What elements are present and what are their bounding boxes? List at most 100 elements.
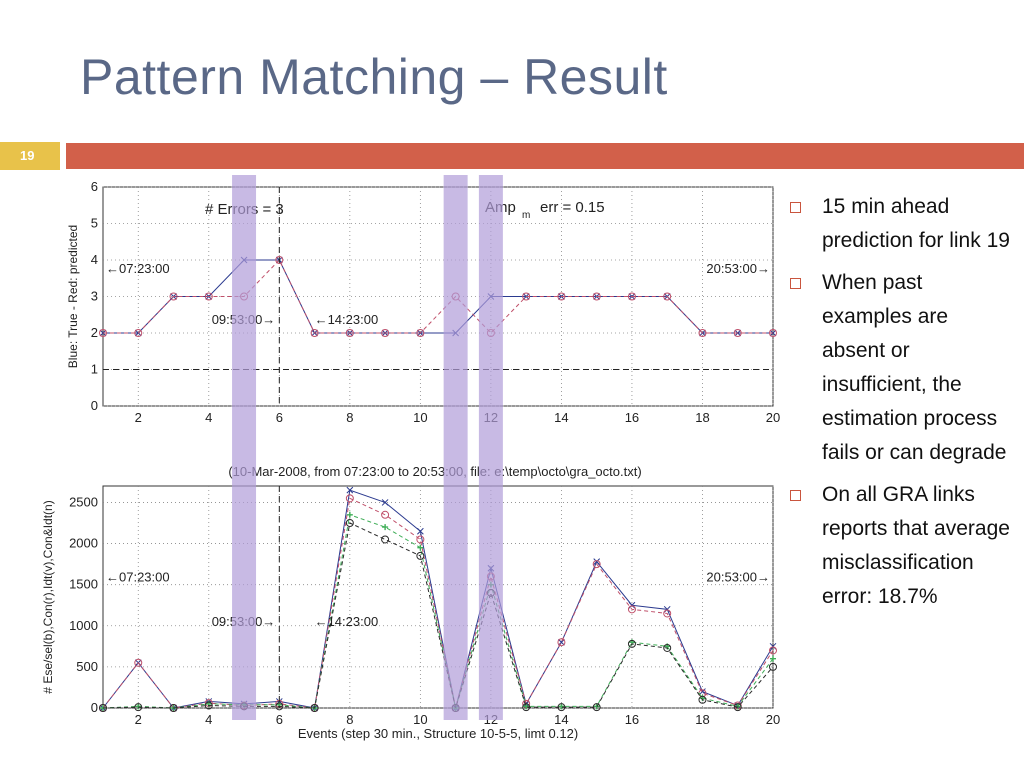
data-point — [592, 292, 601, 301]
data-point — [381, 499, 389, 506]
y-tick-label: 2000 — [69, 536, 98, 551]
data-point — [663, 609, 672, 618]
x-tick-label: 6 — [276, 410, 283, 425]
data-point — [733, 703, 742, 712]
data-point — [557, 638, 566, 647]
data-point — [663, 292, 672, 301]
data-point — [416, 329, 425, 337]
annotation-end-time: 20:53:00→ — [706, 569, 770, 584]
data-point — [275, 256, 284, 264]
matlab-figure: 24681012141618200123456Blue: True - Red:… — [41, 175, 780, 741]
annotation-start-time: ←07:23:00 — [106, 569, 170, 584]
data-point — [382, 524, 389, 531]
data-point — [134, 658, 143, 667]
data-point — [346, 486, 354, 494]
y-tick-label: 1000 — [69, 618, 98, 633]
series-line — [102, 489, 774, 709]
data-point — [345, 519, 354, 527]
data-point — [698, 329, 707, 337]
annotation-time: ←14:23:00 — [315, 312, 379, 327]
data-point — [135, 703, 142, 710]
x-tick-label: 18 — [695, 712, 709, 727]
highlight-band — [232, 175, 257, 720]
data-point — [522, 703, 531, 712]
bullet-box-icon — [790, 278, 801, 289]
x-tick-label: 4 — [205, 712, 212, 727]
bullet-text: When past examples are absent or insuffi… — [822, 271, 1007, 464]
accent-bar — [66, 143, 1024, 169]
data-point — [169, 704, 178, 712]
annotation-end-time: 20:53:00→ — [706, 261, 770, 276]
data-point — [134, 329, 143, 337]
data-point — [99, 704, 107, 712]
data-point — [770, 655, 776, 662]
y-tick-label: 0 — [91, 398, 98, 413]
data-point — [310, 329, 319, 337]
bullet-item: When past examples are absent or insuffi… — [790, 266, 1015, 470]
data-point — [627, 605, 636, 614]
series-line — [102, 497, 774, 709]
y-tick-label: 5 — [91, 216, 98, 231]
data-point — [769, 642, 777, 650]
x-tick-label: 10 — [413, 410, 427, 425]
bullet-item: 15 min ahead prediction for link 19 — [790, 190, 1015, 258]
annotation-time: ←14:23:00 — [315, 614, 379, 629]
data-point — [592, 703, 601, 712]
data-point — [769, 646, 777, 655]
x-axis-label: Events (step 30 min., Structure 10-5-5, … — [298, 726, 578, 741]
y-axis-label: # Ese/sel(b),Con(r),Idt(v),Con&Idt(n) — [41, 500, 55, 693]
bullet-text: 15 min ahead prediction for link 19 — [822, 195, 1010, 252]
data-point — [275, 702, 284, 711]
data-point — [381, 329, 390, 337]
data-point — [663, 605, 671, 613]
data-point — [769, 662, 777, 671]
data-point — [628, 601, 636, 609]
data-point — [769, 329, 777, 337]
annotation-err: err = 0.15 — [540, 199, 605, 216]
y-axis-label: Blue: True - Red: predicted — [66, 225, 80, 368]
x-tick-label: 6 — [276, 712, 283, 727]
highlight-bands — [232, 175, 503, 720]
data-point — [557, 292, 566, 301]
x-tick-label: 8 — [346, 712, 353, 727]
data-point — [169, 292, 178, 301]
x-tick-label: 2 — [135, 410, 142, 425]
data-point — [733, 329, 742, 337]
series-line — [102, 522, 774, 710]
data-point — [592, 560, 601, 569]
x-tick-label: 20 — [766, 712, 780, 727]
data-point — [523, 703, 530, 710]
bottom-chart: 246810121416182005001000150020002500# Es… — [41, 485, 780, 741]
x-tick-label: 14 — [554, 712, 568, 727]
x-tick-label: 16 — [625, 712, 639, 727]
bullet-box-icon — [790, 490, 801, 501]
annotation-start-time: ←07:23:00 — [106, 261, 170, 276]
y-tick-label: 2500 — [69, 494, 98, 509]
data-point — [417, 527, 424, 535]
bullet-list: 15 min ahead prediction for link 19 When… — [790, 190, 1015, 622]
data-point — [381, 510, 390, 519]
y-tick-label: 500 — [76, 659, 98, 674]
data-point — [558, 638, 565, 646]
x-tick-label: 14 — [554, 410, 568, 425]
y-tick-label: 1 — [91, 362, 98, 377]
data-point — [345, 494, 354, 503]
data-point — [416, 535, 425, 544]
x-tick-label: 16 — [625, 410, 639, 425]
x-tick-label: 2 — [135, 712, 142, 727]
series-line — [103, 259, 773, 334]
data-point — [381, 535, 390, 544]
data-point — [134, 703, 143, 712]
x-tick-label: 18 — [695, 410, 709, 425]
slide-number-box — [0, 142, 60, 170]
figure-caption: (10-Mar-2008, from 07:23:00 to 20:53:00,… — [228, 464, 641, 479]
series-line — [102, 514, 774, 709]
highlight-band — [478, 175, 503, 720]
y-tick-label: 1500 — [69, 577, 98, 592]
data-point — [204, 701, 213, 710]
data-point — [310, 704, 319, 712]
plot-frame — [102, 485, 774, 709]
highlight-band — [443, 175, 468, 720]
data-point — [345, 329, 354, 337]
annotation-amp-sub: m — [522, 210, 530, 221]
